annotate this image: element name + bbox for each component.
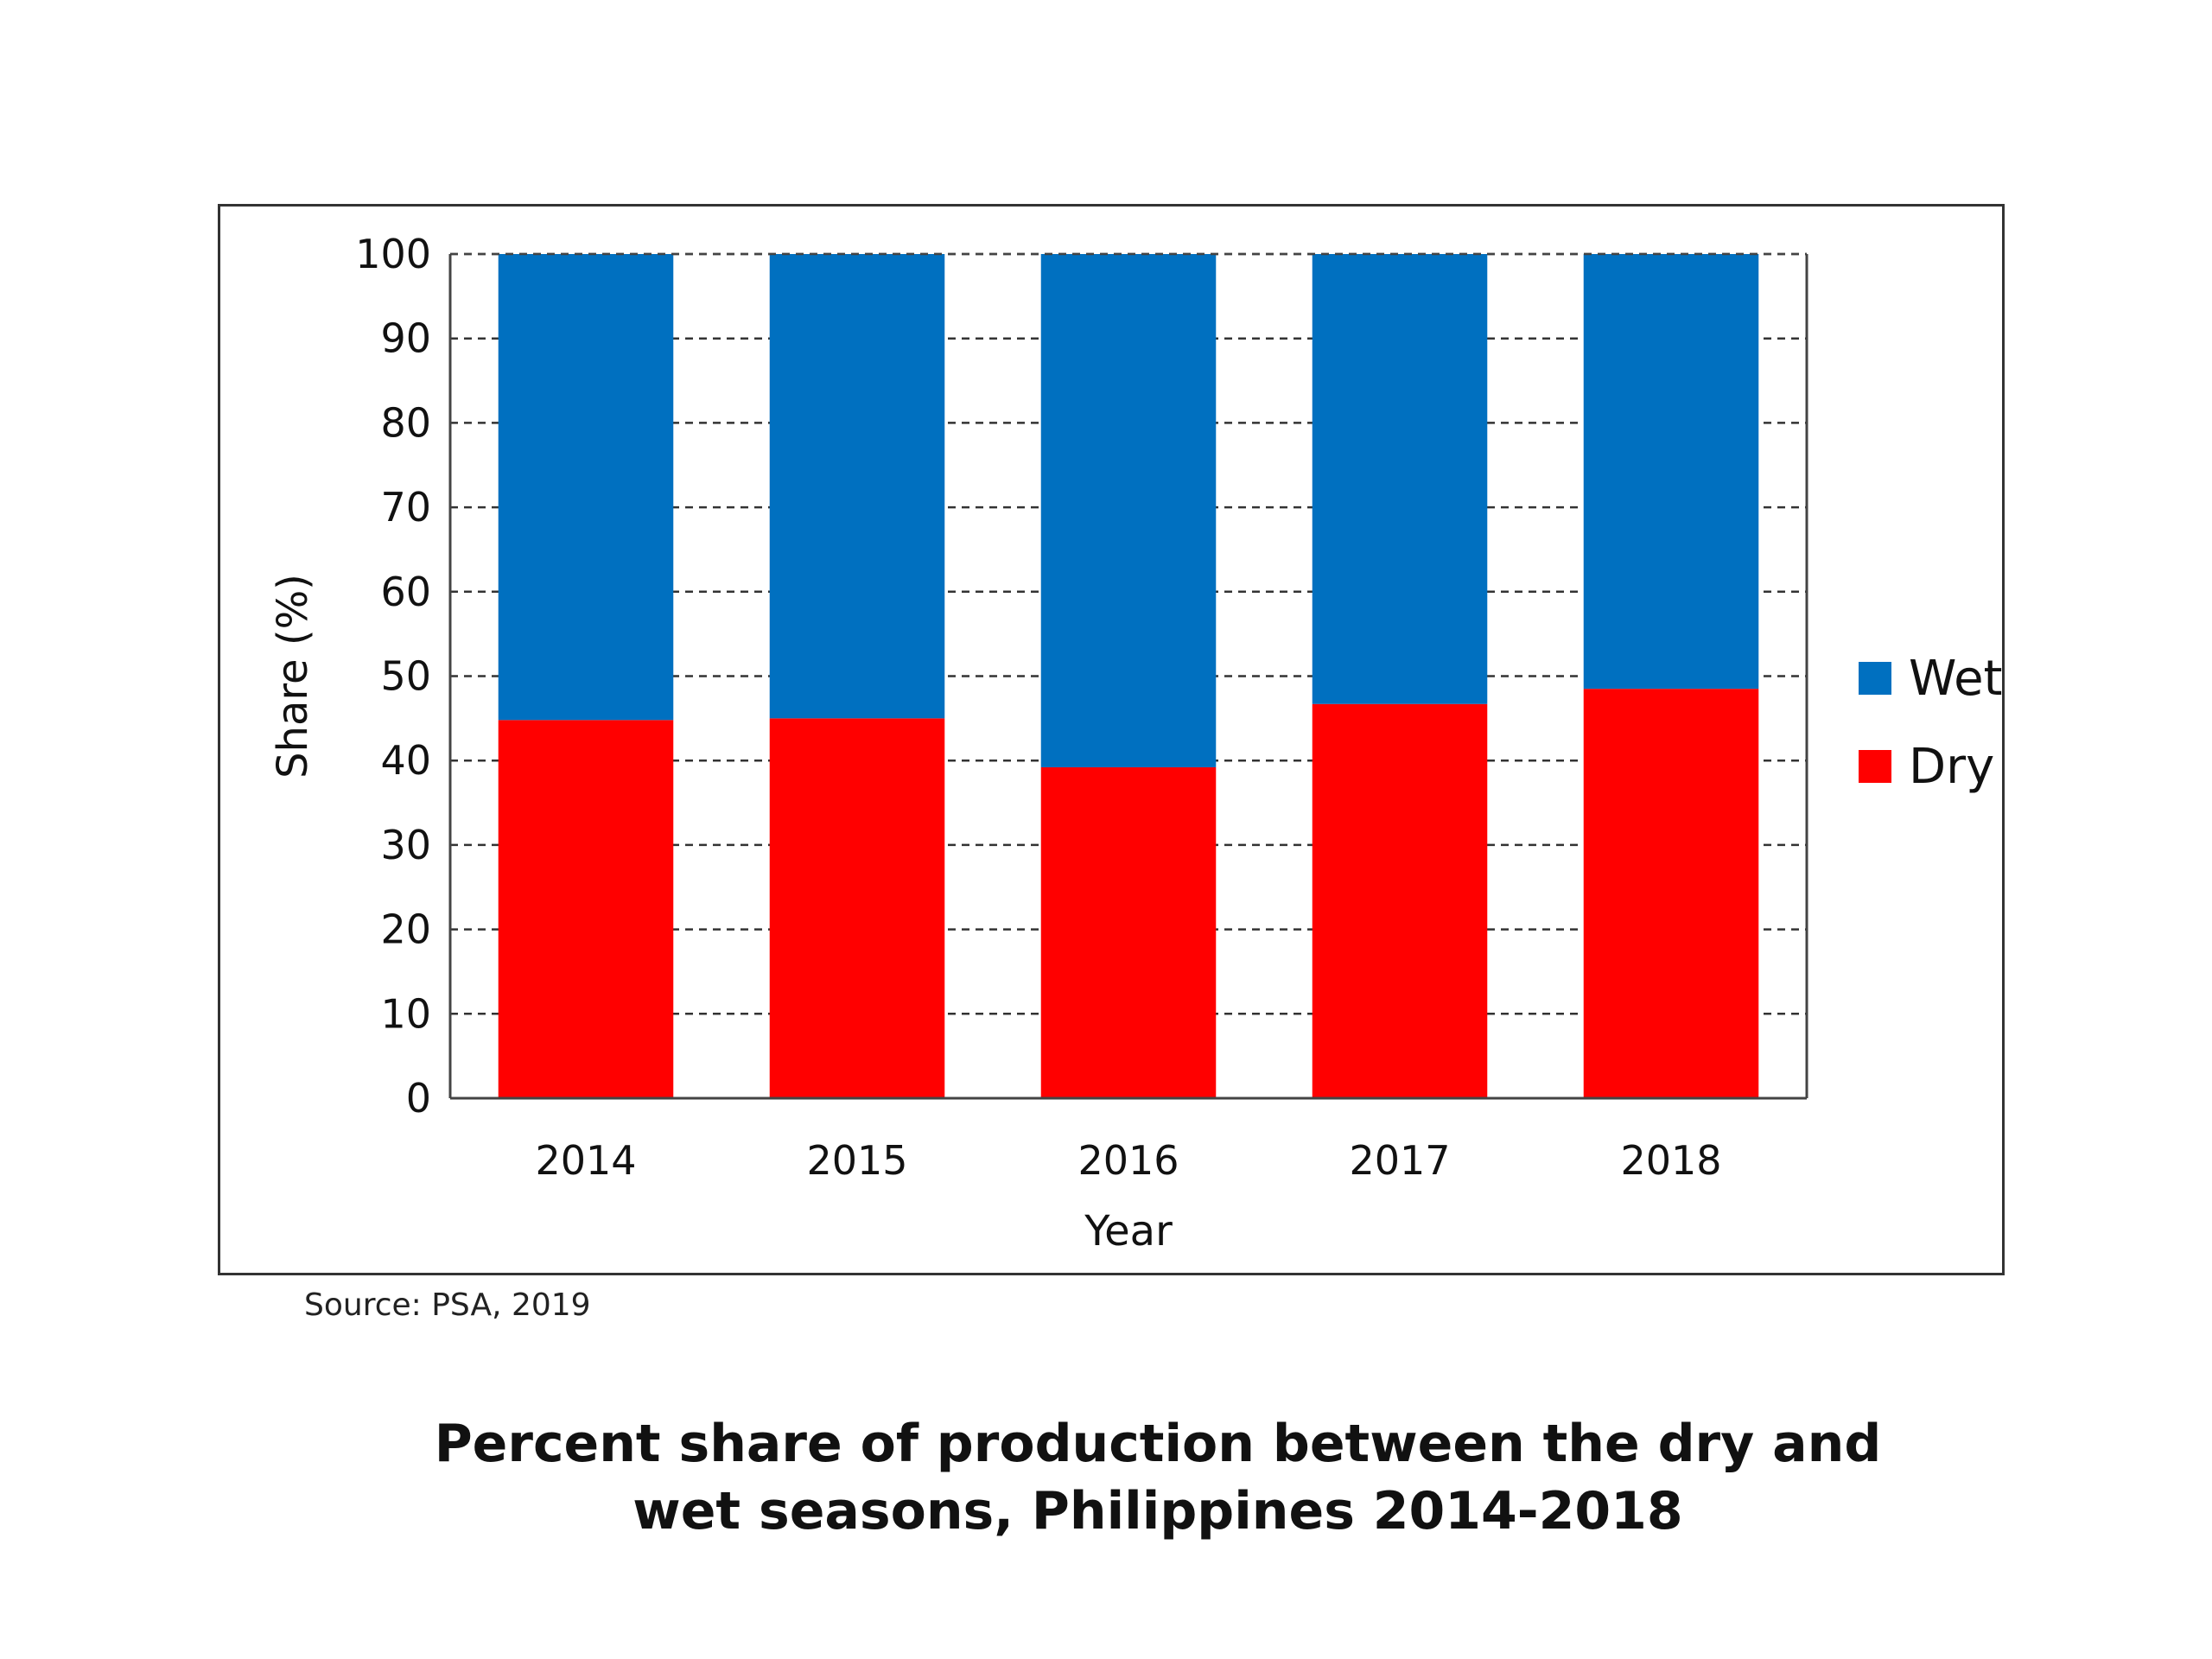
bar-dry-2016 — [1040, 767, 1217, 1098]
y-tick-label-30: 30 — [380, 822, 431, 868]
y-tick-label-80: 80 — [380, 399, 431, 446]
y-tick-label-0: 0 — [406, 1075, 431, 1122]
chart-frame: 0 10 20 30 40 50 60 70 80 90 100 2014 2015 2016 2017 2… — [218, 204, 2005, 1275]
bar-dry-2018 — [1583, 689, 1759, 1098]
x-tick-labels: 2014 2015 2016 2017 2018 — [535, 1137, 1721, 1184]
bar-wet-2016 — [1040, 254, 1217, 768]
x-tick-label-2014: 2014 — [535, 1137, 636, 1184]
x-tick-label-2015: 2015 — [806, 1137, 907, 1184]
legend-swatch-wet — [1859, 662, 1891, 695]
y-tick-label-20: 20 — [380, 906, 431, 953]
legend-label-dry: Dry — [1909, 739, 1994, 795]
y-tick-label-100: 100 — [355, 231, 431, 277]
bar-dry-2014 — [498, 720, 674, 1098]
y-tick-label-90: 90 — [380, 315, 431, 362]
x-tick-label-2017: 2017 — [1349, 1137, 1450, 1184]
bar-wet-2018 — [1583, 254, 1759, 690]
bar-wet-2015 — [769, 254, 945, 719]
y-tick-label-10: 10 — [380, 990, 431, 1037]
x-tick-label-2018: 2018 — [1620, 1137, 1721, 1184]
caption-line-1: Percent share of production between the … — [434, 1414, 1882, 1474]
chart-caption: Percent share of production between the … — [242, 1410, 2074, 1545]
bar-dry-2015 — [769, 718, 945, 1098]
x-axis-title: Year — [1084, 1207, 1173, 1255]
x-tick-label-2016: 2016 — [1077, 1137, 1179, 1184]
y-tick-label-40: 40 — [380, 737, 431, 784]
axes — [448, 252, 1808, 1100]
y-tick-label-50: 50 — [380, 653, 431, 700]
source-note: Source: PSA, 2019 — [304, 1287, 591, 1323]
y-tick-labels: 0 10 20 30 40 50 60 70 80 90 100 — [355, 231, 431, 1122]
y-tick-label-70: 70 — [380, 484, 431, 531]
legend: Wet Dry — [1859, 651, 2002, 795]
bars — [498, 254, 1759, 1098]
y-axis-title: Share (%) — [269, 574, 317, 779]
bar-wet-2017 — [1312, 254, 1488, 704]
y-tick-label-60: 60 — [380, 569, 431, 615]
bar-dry-2017 — [1312, 703, 1488, 1098]
bar-wet-2014 — [498, 254, 674, 721]
legend-swatch-dry — [1859, 750, 1891, 783]
caption-line-2: wet seasons, Philippines 2014-2018 — [632, 1481, 1683, 1541]
legend-label-wet: Wet — [1909, 651, 2002, 707]
